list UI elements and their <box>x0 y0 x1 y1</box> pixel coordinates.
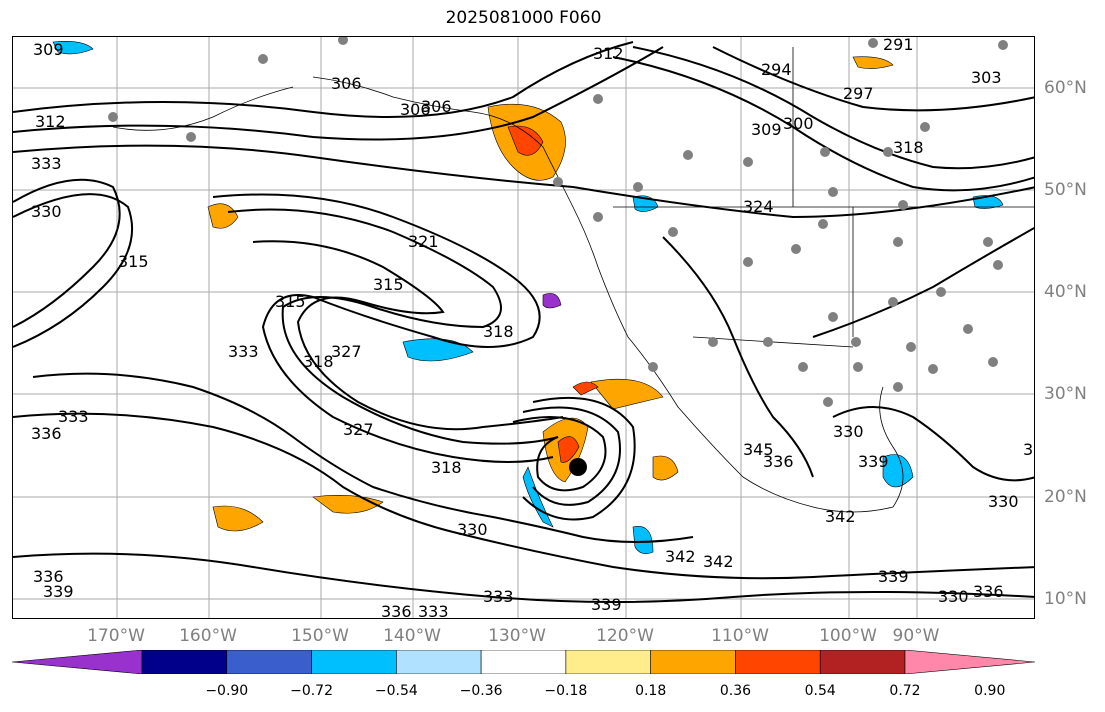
contour-label: 324 <box>743 197 774 216</box>
contour-label: 342 <box>665 547 696 566</box>
contours <box>13 41 1034 603</box>
colorbar-segment <box>12 650 143 674</box>
latitude-label: 50°N <box>1044 180 1087 200</box>
contour-label: 339 <box>858 452 889 471</box>
longitude-label: 160°W <box>179 626 237 646</box>
contour-label: 327 <box>331 342 362 361</box>
contour-label: 300 <box>783 114 814 133</box>
contour-label: 318 <box>303 352 334 371</box>
colorbar-segment <box>650 650 736 674</box>
colorbar-segment <box>226 650 312 674</box>
contour-label: 333 <box>31 154 62 173</box>
longitude-label: 110°W <box>711 626 769 646</box>
colorbar-segment <box>819 650 906 674</box>
colorbar-tick-label: 0.54 <box>804 683 836 699</box>
colorbar-segment <box>735 650 821 674</box>
contour-label: 336 <box>973 582 1004 601</box>
contour-label: 333 <box>483 587 514 606</box>
latitude-label: 60°N <box>1044 78 1087 98</box>
chart-title: 2025081000 F060 <box>445 8 602 28</box>
colorbar-segment <box>565 650 651 674</box>
longitude-label: 120°W <box>596 626 654 646</box>
contour-label: 333 <box>58 407 89 426</box>
latitude-label: 40°N <box>1044 282 1087 302</box>
colorbar-tick-label: 0.18 <box>635 683 667 699</box>
colorbar-tick-label: 0.90 <box>974 683 1006 699</box>
storm-center-marker <box>569 458 587 476</box>
latitude-label: 20°N <box>1044 487 1087 507</box>
contour-label: 339 <box>878 567 909 586</box>
contour-label: 339 <box>591 595 622 614</box>
colorbar-tick-label: −0.18 <box>544 683 588 699</box>
colorbar-tick-label: −0.90 <box>205 683 249 699</box>
colorbar <box>12 650 1035 674</box>
contour-label: 312 <box>35 112 66 131</box>
longitude-label: 170°W <box>87 626 145 646</box>
station-markers <box>108 37 1008 407</box>
colorbar-segment <box>311 650 397 674</box>
contour-label: 330 <box>457 520 488 539</box>
contour-label: 315 <box>275 292 306 311</box>
contour-label: 336 <box>381 602 412 619</box>
contour-label: 342 <box>825 507 856 526</box>
colorbar-tick-label: −0.54 <box>374 683 418 699</box>
contour-label: 297 <box>843 84 874 103</box>
contour-label: 318 <box>431 458 462 477</box>
contour-label: 306 <box>421 97 452 116</box>
contour-label: 291 <box>883 37 914 54</box>
longitude-label: 140°W <box>383 626 441 646</box>
colorbar-segment <box>141 650 228 674</box>
colorbar-segment <box>480 650 567 674</box>
contour-label: 309 <box>751 120 782 139</box>
colorbar-tick-label: −0.36 <box>459 683 503 699</box>
contour-label: 333 <box>228 342 259 361</box>
colorbar-tick-label: 0.36 <box>719 683 752 699</box>
contour-label: 339 <box>43 582 74 601</box>
colorbar-tick-label: 0.72 <box>889 683 921 699</box>
contour-label: 312 <box>593 44 624 63</box>
shaded-field <box>52 41 1004 554</box>
colorbar-tick-label: −0.72 <box>290 683 333 699</box>
contour-label: 315 <box>118 252 149 271</box>
contour-label: 309 <box>33 40 64 59</box>
longitude-label: 130°W <box>488 626 546 646</box>
contour-label: 336 <box>763 452 794 471</box>
contour-label: 318 <box>893 138 924 157</box>
contour-label: 330 <box>988 492 1019 511</box>
contour-label: 321 <box>408 232 439 251</box>
contour-label: 303 <box>971 68 1002 87</box>
contour-label: 336 <box>31 424 62 443</box>
colorbar-segment <box>396 650 482 674</box>
contour-label: 324 <box>1023 440 1035 459</box>
contour-label: 327 <box>343 420 374 439</box>
contour-label: 315 <box>373 275 404 294</box>
contour-label: 294 <box>761 60 792 79</box>
map-panel: 309 312 306 306 312 306 294 291 297 303 309 300 318 3… <box>12 36 1035 619</box>
contour-label: 330 <box>833 422 864 441</box>
contour-label: 342 <box>703 552 734 571</box>
longitude-label: 90°W <box>892 626 940 646</box>
contour-label: 336 <box>33 567 64 586</box>
contour-label: 306 <box>400 100 431 119</box>
contour-label: 306 <box>331 74 362 93</box>
colorbar-segment <box>904 650 1035 674</box>
latitude-label: 30°N <box>1044 384 1087 404</box>
latitude-label: 10°N <box>1044 589 1087 609</box>
contour-label: 333 <box>418 602 449 619</box>
contour-label: 318 <box>483 322 514 341</box>
contour-label: 345 <box>743 440 774 459</box>
contour-label: 330 <box>938 587 969 606</box>
longitude-label: 150°W <box>291 626 349 646</box>
longitude-label: 100°W <box>819 626 877 646</box>
contour-label: 330 <box>31 202 62 221</box>
